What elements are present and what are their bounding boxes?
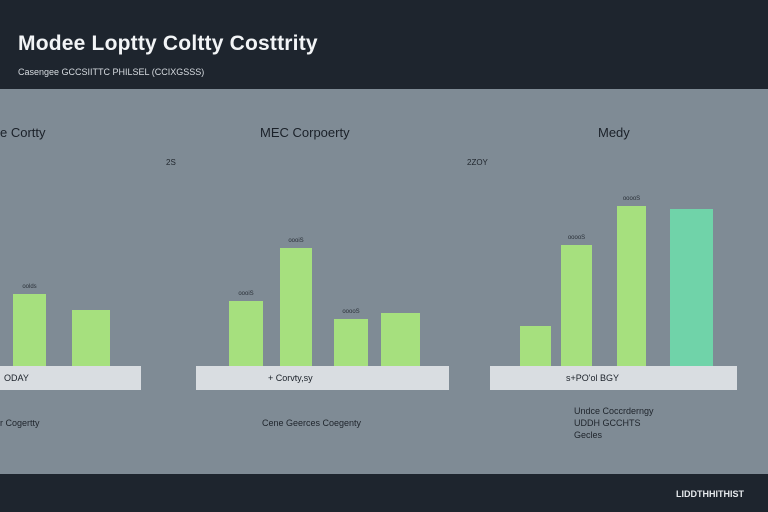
chart-3-bar-3 [617,206,646,366]
panel-1-baseline [0,366,141,390]
chart-2-bar-2 [280,248,312,366]
panel-3-axis-note: 2ZOY [467,158,488,167]
chart-3-bar-1 [520,326,551,366]
panel-3-caption-line-2: UDDH GCCHTS [574,418,641,428]
panel-2-caption: Cene Geerces Coegenty [262,418,362,428]
chart-3-bar-3-data-label: ooooS [622,196,641,202]
chart-2-bar-1 [229,301,263,366]
chart-2-bar-3-data-label: ooooS [342,309,360,315]
panel-3-baseline [490,366,737,390]
panel-1-baseline-label: ODAY [4,373,29,383]
panel-3-baseline-label: s+PO'ol BGY [566,373,619,383]
chart-3-bar-2 [561,245,592,366]
chart-2-bar-2-data-label: oooiS [288,238,304,244]
panel-1-axis-note: 2S [166,158,176,167]
chart-3-bar-4 [670,209,713,366]
chart-2-bar-1-data-label: oooiS [238,291,254,297]
page-subtitle: Casengee GCCSIITTC PHILSEL (CCIXGSSS) [18,67,205,77]
chart-1-bar-1-data-label: oolds [22,284,37,290]
chart-3-bar-2-data-label: ooooS [567,235,586,241]
panel-3-caption-line-3: Gecles [574,430,603,440]
panel-3-caption: Undce Coccrderngy UDDH GCCHTS Gecles [574,405,654,441]
panel-2-title: MEC Corpoerty [260,125,350,140]
header-bar: Modee Loptty Coltty Costtrity Casengee G… [0,0,768,89]
chart-1-bar-1 [13,294,46,366]
panel-2-baseline [196,366,449,390]
panel-3-title: Medy [598,125,630,140]
panel-3-caption-line-1: Undce Coccrderngy [574,406,654,416]
page-title: Modee Loptty Coltty Costtrity [18,32,318,55]
chart-1-bar-2 [72,310,110,366]
footer-label: LIDDTHHITHIST [676,489,744,499]
chart-2-bar-4 [381,313,420,366]
footer-bar: LIDDTHHITHIST [0,474,768,512]
chart-2-bar-3 [334,319,368,366]
panel-2-baseline-label: + Corvty,sy [268,373,313,383]
panel-1-caption: r Cogertty [0,418,40,428]
panel-1-title: e Cortty [0,125,46,140]
